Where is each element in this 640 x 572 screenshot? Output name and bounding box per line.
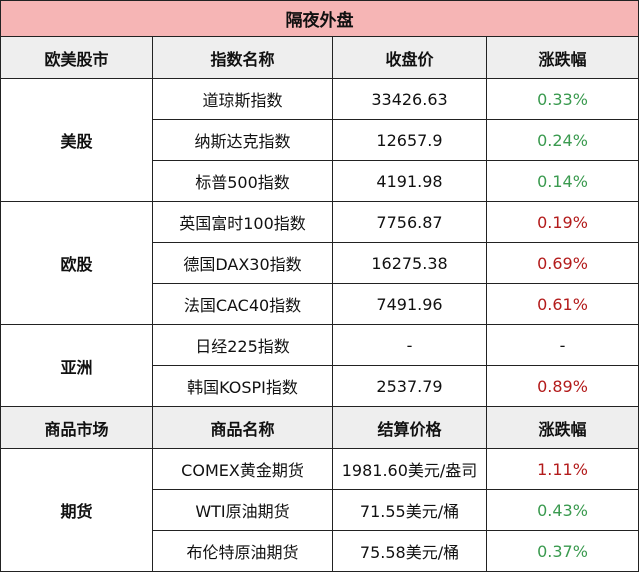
index-name: 日经225指数 bbox=[152, 324, 333, 366]
commodity-name: COMEX黄金期货 bbox=[152, 448, 333, 490]
group-label-eu: 欧股 bbox=[0, 201, 153, 325]
close-price: 7756.87 bbox=[332, 201, 487, 243]
stock-header-row: 欧美股市 指数名称 收盘价 涨跌幅 bbox=[0, 36, 639, 79]
change-pct: 0.14% bbox=[486, 160, 639, 202]
close-price: - bbox=[332, 324, 487, 366]
table-row: 韩国KOSPI指数 2537.79 0.89% bbox=[1, 365, 639, 407]
commodity-name: WTI原油期货 bbox=[152, 489, 333, 531]
index-name: 道琼斯指数 bbox=[152, 78, 333, 120]
change-pct: 0.43% bbox=[486, 489, 639, 531]
change-pct: 0.24% bbox=[486, 119, 639, 161]
title-row: 隔夜外盘 bbox=[0, 0, 639, 37]
group-label-futures: 期货 bbox=[0, 448, 153, 572]
header-commodity-change: 涨跌幅 bbox=[486, 406, 639, 449]
change-pct: 0.37% bbox=[486, 530, 639, 572]
table-title: 隔夜外盘 bbox=[0, 0, 639, 37]
change-pct: 0.69% bbox=[486, 242, 639, 284]
table-row: 法国CAC40指数 7491.96 0.61% bbox=[1, 283, 639, 325]
table-row: WTI原油期货 71.55美元/桶 0.43% bbox=[1, 489, 639, 531]
table-row: 欧股 英国富时100指数 7756.87 0.19% bbox=[0, 201, 639, 325]
header-close-price: 收盘价 bbox=[332, 36, 487, 79]
table-row: 德国DAX30指数 16275.38 0.69% bbox=[1, 242, 639, 284]
settle-price: 75.58美元/桶 bbox=[332, 530, 487, 572]
change-pct: 0.61% bbox=[486, 283, 639, 325]
table-row: 美股 道琼斯指数 33426.63 0.33% bbox=[0, 78, 639, 202]
index-name: 韩国KOSPI指数 bbox=[152, 365, 333, 407]
change-pct: 0.89% bbox=[486, 365, 639, 407]
table-row: 标普500指数 4191.98 0.14% bbox=[1, 160, 639, 202]
close-price: 2537.79 bbox=[332, 365, 487, 407]
change-pct: 0.33% bbox=[486, 78, 639, 120]
table-row: 期货 COMEX黄金期货 1981.60美元/盎司 1.11% bbox=[0, 448, 639, 572]
settle-price: 71.55美元/桶 bbox=[332, 489, 487, 531]
settle-price: 1981.60美元/盎司 bbox=[332, 448, 487, 490]
header-index-name: 指数名称 bbox=[152, 36, 333, 79]
close-price: 16275.38 bbox=[332, 242, 487, 284]
change-pct: - bbox=[486, 324, 639, 366]
close-price: 33426.63 bbox=[332, 78, 487, 120]
commodity-header-row: 商品市场 商品名称 结算价格 涨跌幅 bbox=[0, 406, 639, 449]
commodity-name: 布伦特原油期货 bbox=[152, 530, 333, 572]
header-commodity-name: 商品名称 bbox=[152, 406, 333, 449]
table-row: 纳斯达克指数 12657.9 0.24% bbox=[1, 119, 639, 161]
change-pct: 1.11% bbox=[486, 448, 639, 490]
index-name: 德国DAX30指数 bbox=[152, 242, 333, 284]
change-pct: 0.19% bbox=[486, 201, 639, 243]
close-price: 4191.98 bbox=[332, 160, 487, 202]
header-change: 涨跌幅 bbox=[486, 36, 639, 79]
group-label-asia: 亚洲 bbox=[0, 324, 153, 407]
index-name: 法国CAC40指数 bbox=[152, 283, 333, 325]
table-row: 布伦特原油期货 75.58美元/桶 0.37% bbox=[1, 530, 639, 572]
index-name: 标普500指数 bbox=[152, 160, 333, 202]
table-row: 亚洲 日经225指数 - - bbox=[0, 324, 639, 407]
close-price: 7491.96 bbox=[332, 283, 487, 325]
index-name: 纳斯达克指数 bbox=[152, 119, 333, 161]
index-name: 英国富时100指数 bbox=[152, 201, 333, 243]
group-label-us: 美股 bbox=[0, 78, 153, 202]
header-market: 欧美股市 bbox=[0, 36, 153, 79]
header-commodity-market: 商品市场 bbox=[0, 406, 153, 449]
close-price: 12657.9 bbox=[332, 119, 487, 161]
header-settle-price: 结算价格 bbox=[332, 406, 487, 449]
